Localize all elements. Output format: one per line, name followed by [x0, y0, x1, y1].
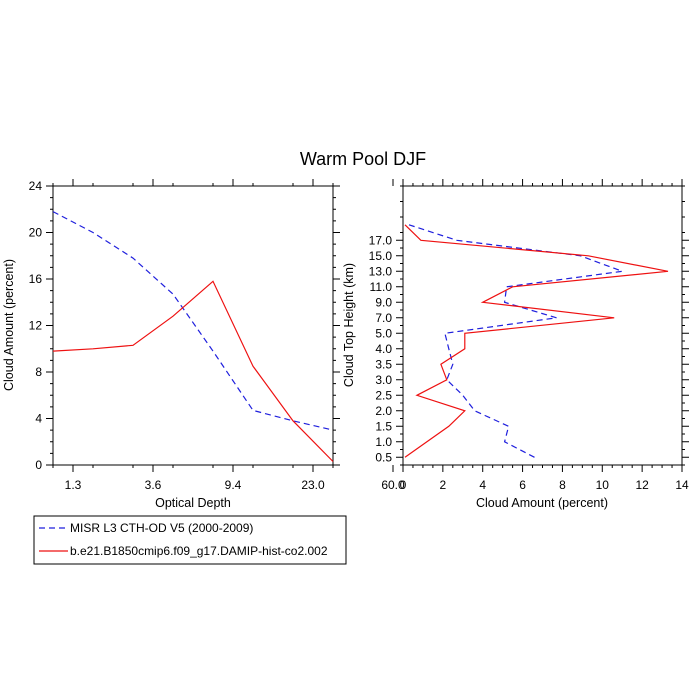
- right-y-tick-label: 13.0: [369, 264, 393, 278]
- left-series-line-model: [52, 280, 334, 462]
- left-y-tick-label: 0: [35, 458, 42, 472]
- right-lines: [404, 224, 669, 458]
- right-panel: 0 2 4 6 8 10 12 14 0.51.0 1.52.0 2.53.0 3.54.0 5.07.…: [342, 179, 689, 510]
- chart-title: Warm Pool DJF: [300, 149, 426, 169]
- legend-label-misr: MISR L3 CTH-OD V5 (2000-2009): [70, 521, 253, 535]
- left-x-tick-label: 23.0: [301, 478, 325, 492]
- right-y-tick-label: 17.0: [369, 233, 393, 247]
- right-x-tick-label: 12: [635, 478, 649, 492]
- left-lines: [52, 211, 334, 462]
- right-y-tick-label: 4.0: [375, 342, 392, 356]
- right-x-tick-label: 4: [479, 478, 486, 492]
- left-y-tick-label: 20: [29, 226, 43, 240]
- left-y-tick-label: 24: [29, 179, 43, 193]
- right-y-tick-label: 3.5: [375, 357, 392, 371]
- right-y-tick-label: 2.5: [375, 388, 392, 402]
- legend: MISR L3 CTH-OD V5 (2000-2009) b.e21.B185…: [33, 515, 347, 565]
- right-y-tick-label: 7.0: [375, 311, 392, 325]
- right-x-tick-label: 10: [596, 478, 610, 492]
- right-x-tick-label: 0: [400, 478, 407, 492]
- left-y-tick-label: 8: [35, 365, 42, 379]
- right-x-tick-label: 6: [519, 478, 526, 492]
- left-y-tick-label: 4: [35, 412, 42, 426]
- right-y-axis-label: Cloud Top Height (km): [342, 263, 356, 387]
- left-x-tick-label: 3.6: [145, 478, 162, 492]
- legend-label-model: b.e21.B1850cmip6.f09_g17.DAMIP-hist-co2.…: [70, 544, 328, 558]
- left-x-tick-label: 1.3: [65, 478, 82, 492]
- left-y-tick-label: 12: [29, 319, 43, 333]
- left-panel: 0 4 8 12 16 20 24 1.3 3.6 9.4 23.0 60.0 Optical Dep…: [2, 179, 405, 510]
- left-x-tick-label: 60.0: [381, 478, 405, 492]
- left-series-line-misr: [52, 211, 334, 431]
- right-x-axis-label: Cloud Amount (percent): [476, 496, 608, 510]
- left-x-tick-label: 9.4: [225, 478, 242, 492]
- right-y-tick-label: 3.0: [375, 373, 392, 387]
- right-x-tick-label: 2: [440, 478, 447, 492]
- right-y-tick-label: 15.0: [369, 249, 393, 263]
- left-y-tick-label: 16: [29, 272, 43, 286]
- right-y-tick-label: 1.5: [375, 419, 392, 433]
- right-x-tick-label: 8: [559, 478, 566, 492]
- right-x-tick-label: 14: [675, 478, 689, 492]
- right-y-tick-label: 5.0: [375, 326, 392, 340]
- left-plot-frame: [52, 185, 334, 466]
- right-series-line-misr: [408, 224, 623, 458]
- right-ticks: 0 2 4 6 8 10 12 14 0.51.0 1.52.0 2.53.0 3.54.0 5.07.…: [369, 179, 689, 492]
- right-y-tick-label: 1.0: [375, 435, 392, 449]
- legend-box: [33, 515, 347, 565]
- left-x-axis-label: Optical Depth: [155, 496, 231, 510]
- left-ticks: 0 4 8 12 16 20 24 1.3 3.6 9.4 23.0 60.0: [29, 179, 405, 492]
- right-y-tick-label: 9.0: [375, 295, 392, 309]
- right-y-tick-label: 2.0: [375, 404, 392, 418]
- right-y-tick-label: 11.0: [370, 280, 393, 294]
- right-y-tick-label: 0.5: [375, 450, 392, 464]
- right-series-line-model: [404, 224, 669, 458]
- left-y-axis-label: Cloud Amount (percent): [2, 259, 16, 391]
